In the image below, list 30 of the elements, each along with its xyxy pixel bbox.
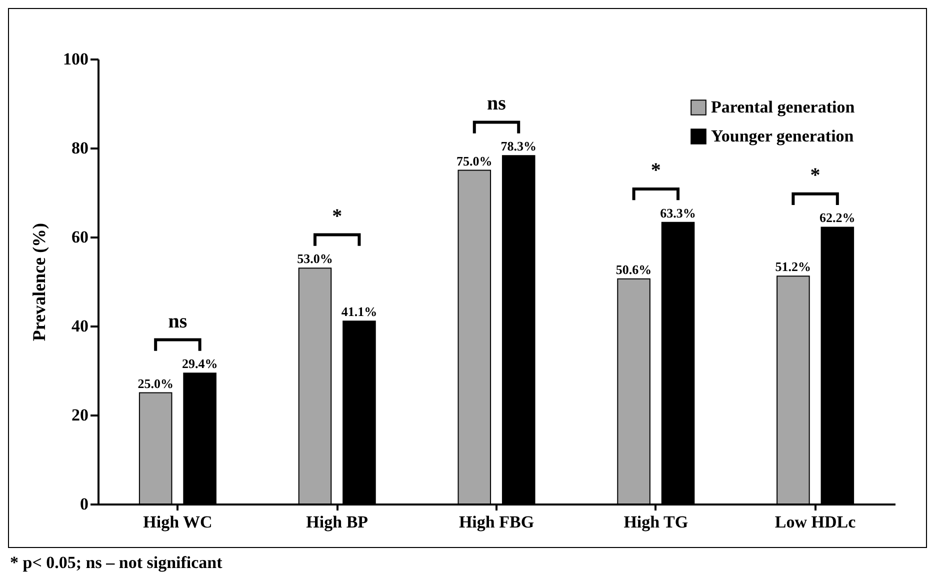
annotation: ns xyxy=(487,92,506,115)
data-label: 53.0% xyxy=(297,251,333,266)
data-label: 41.1% xyxy=(341,304,378,320)
data-label: 25.0% xyxy=(138,376,174,391)
x-tick-label: Low HDLc xyxy=(774,512,856,532)
legend-label: Younger generation xyxy=(711,126,854,146)
annotation: ns xyxy=(168,310,188,332)
x-tick-label: High BP xyxy=(306,512,368,532)
data-label: 78.3% xyxy=(500,138,536,154)
y-tick-label: 40 xyxy=(72,316,88,336)
annotation: * xyxy=(332,205,342,228)
data-label: 50.6% xyxy=(616,262,652,277)
x-tick-label: High FBG xyxy=(458,512,534,532)
y-tick-label: 80 xyxy=(72,138,88,158)
annotation: * xyxy=(810,164,820,186)
data-label: 75.0% xyxy=(456,153,492,168)
data-label: 62.2% xyxy=(820,210,856,226)
y-tick-label: 100 xyxy=(63,50,88,68)
x-tick-label: High WC xyxy=(143,512,212,532)
data-label: 63.3% xyxy=(660,205,696,220)
y-axis-title: Prevalence (%) xyxy=(29,222,49,342)
data-label: 29.4% xyxy=(182,356,218,372)
y-tick-label: 0 xyxy=(80,494,88,514)
legend-label: Parental generation xyxy=(711,98,856,116)
x-tick-label: High TG xyxy=(624,512,688,532)
annotation: * xyxy=(650,159,661,182)
data-label: 51.2% xyxy=(775,259,812,274)
text: * p< 0.05; ns – not significant xyxy=(10,553,222,573)
y-tick-label: 60 xyxy=(72,228,88,246)
y-tick-label: 20 xyxy=(72,406,88,424)
